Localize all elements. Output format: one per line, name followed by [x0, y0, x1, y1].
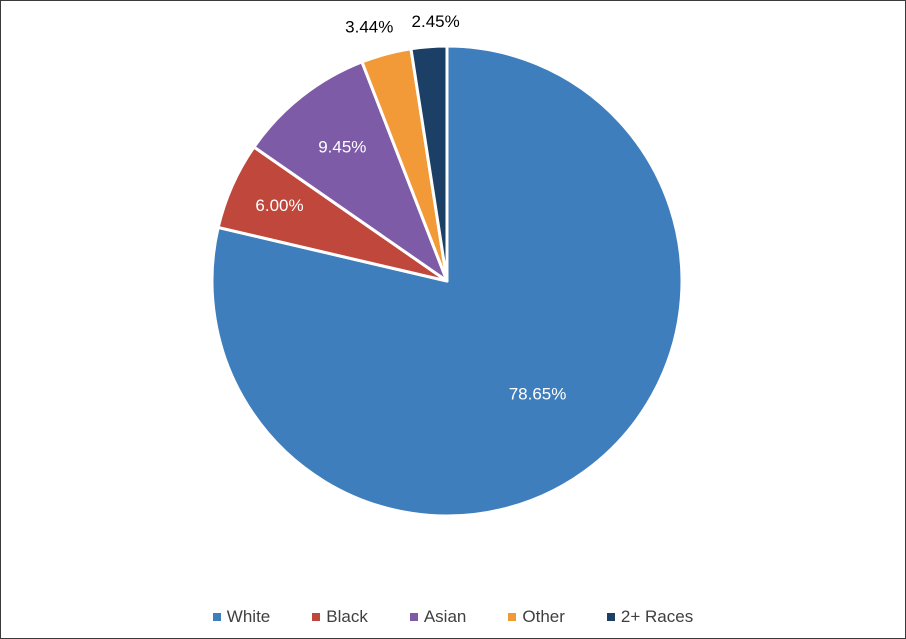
- data-label-asian: 9.45%: [318, 138, 366, 157]
- legend-item-2-races: 2+ Races: [606, 607, 694, 627]
- legend-label-asian: Asian: [423, 607, 467, 626]
- pie-chart: 78.65% 6.00% 9.45% 3.44% 2.45%: [210, 12, 684, 518]
- data-label-white: 78.65%: [509, 385, 567, 404]
- data-label-black: 6.00%: [255, 196, 303, 215]
- chart-legend: White Black Asian Other 2+ Races: [1, 604, 905, 630]
- legend-item-asian: Asian: [409, 607, 467, 627]
- legend-label-2-races: 2+ Races: [620, 607, 694, 626]
- legend-swatch-other: [508, 613, 517, 621]
- legend-item-other: Other: [508, 607, 565, 627]
- legend-label-other: Other: [522, 607, 565, 626]
- legend-swatch-black: [312, 613, 321, 621]
- pie-slice-2-races: [409, 44, 449, 283]
- legend-label-black: Black: [326, 607, 368, 626]
- legend-item-black: Black: [312, 607, 368, 627]
- legend-swatch-white: [212, 613, 221, 621]
- legend-swatch-asian: [409, 613, 418, 621]
- legend-label-white: White: [226, 607, 271, 626]
- pie-slice-asian: [252, 60, 449, 283]
- legend-swatch-2-races: [606, 613, 615, 621]
- data-label-other: 3.44%: [345, 17, 393, 36]
- data-label-2-races: 2.45%: [412, 12, 460, 31]
- legend-item-white: White: [212, 607, 271, 627]
